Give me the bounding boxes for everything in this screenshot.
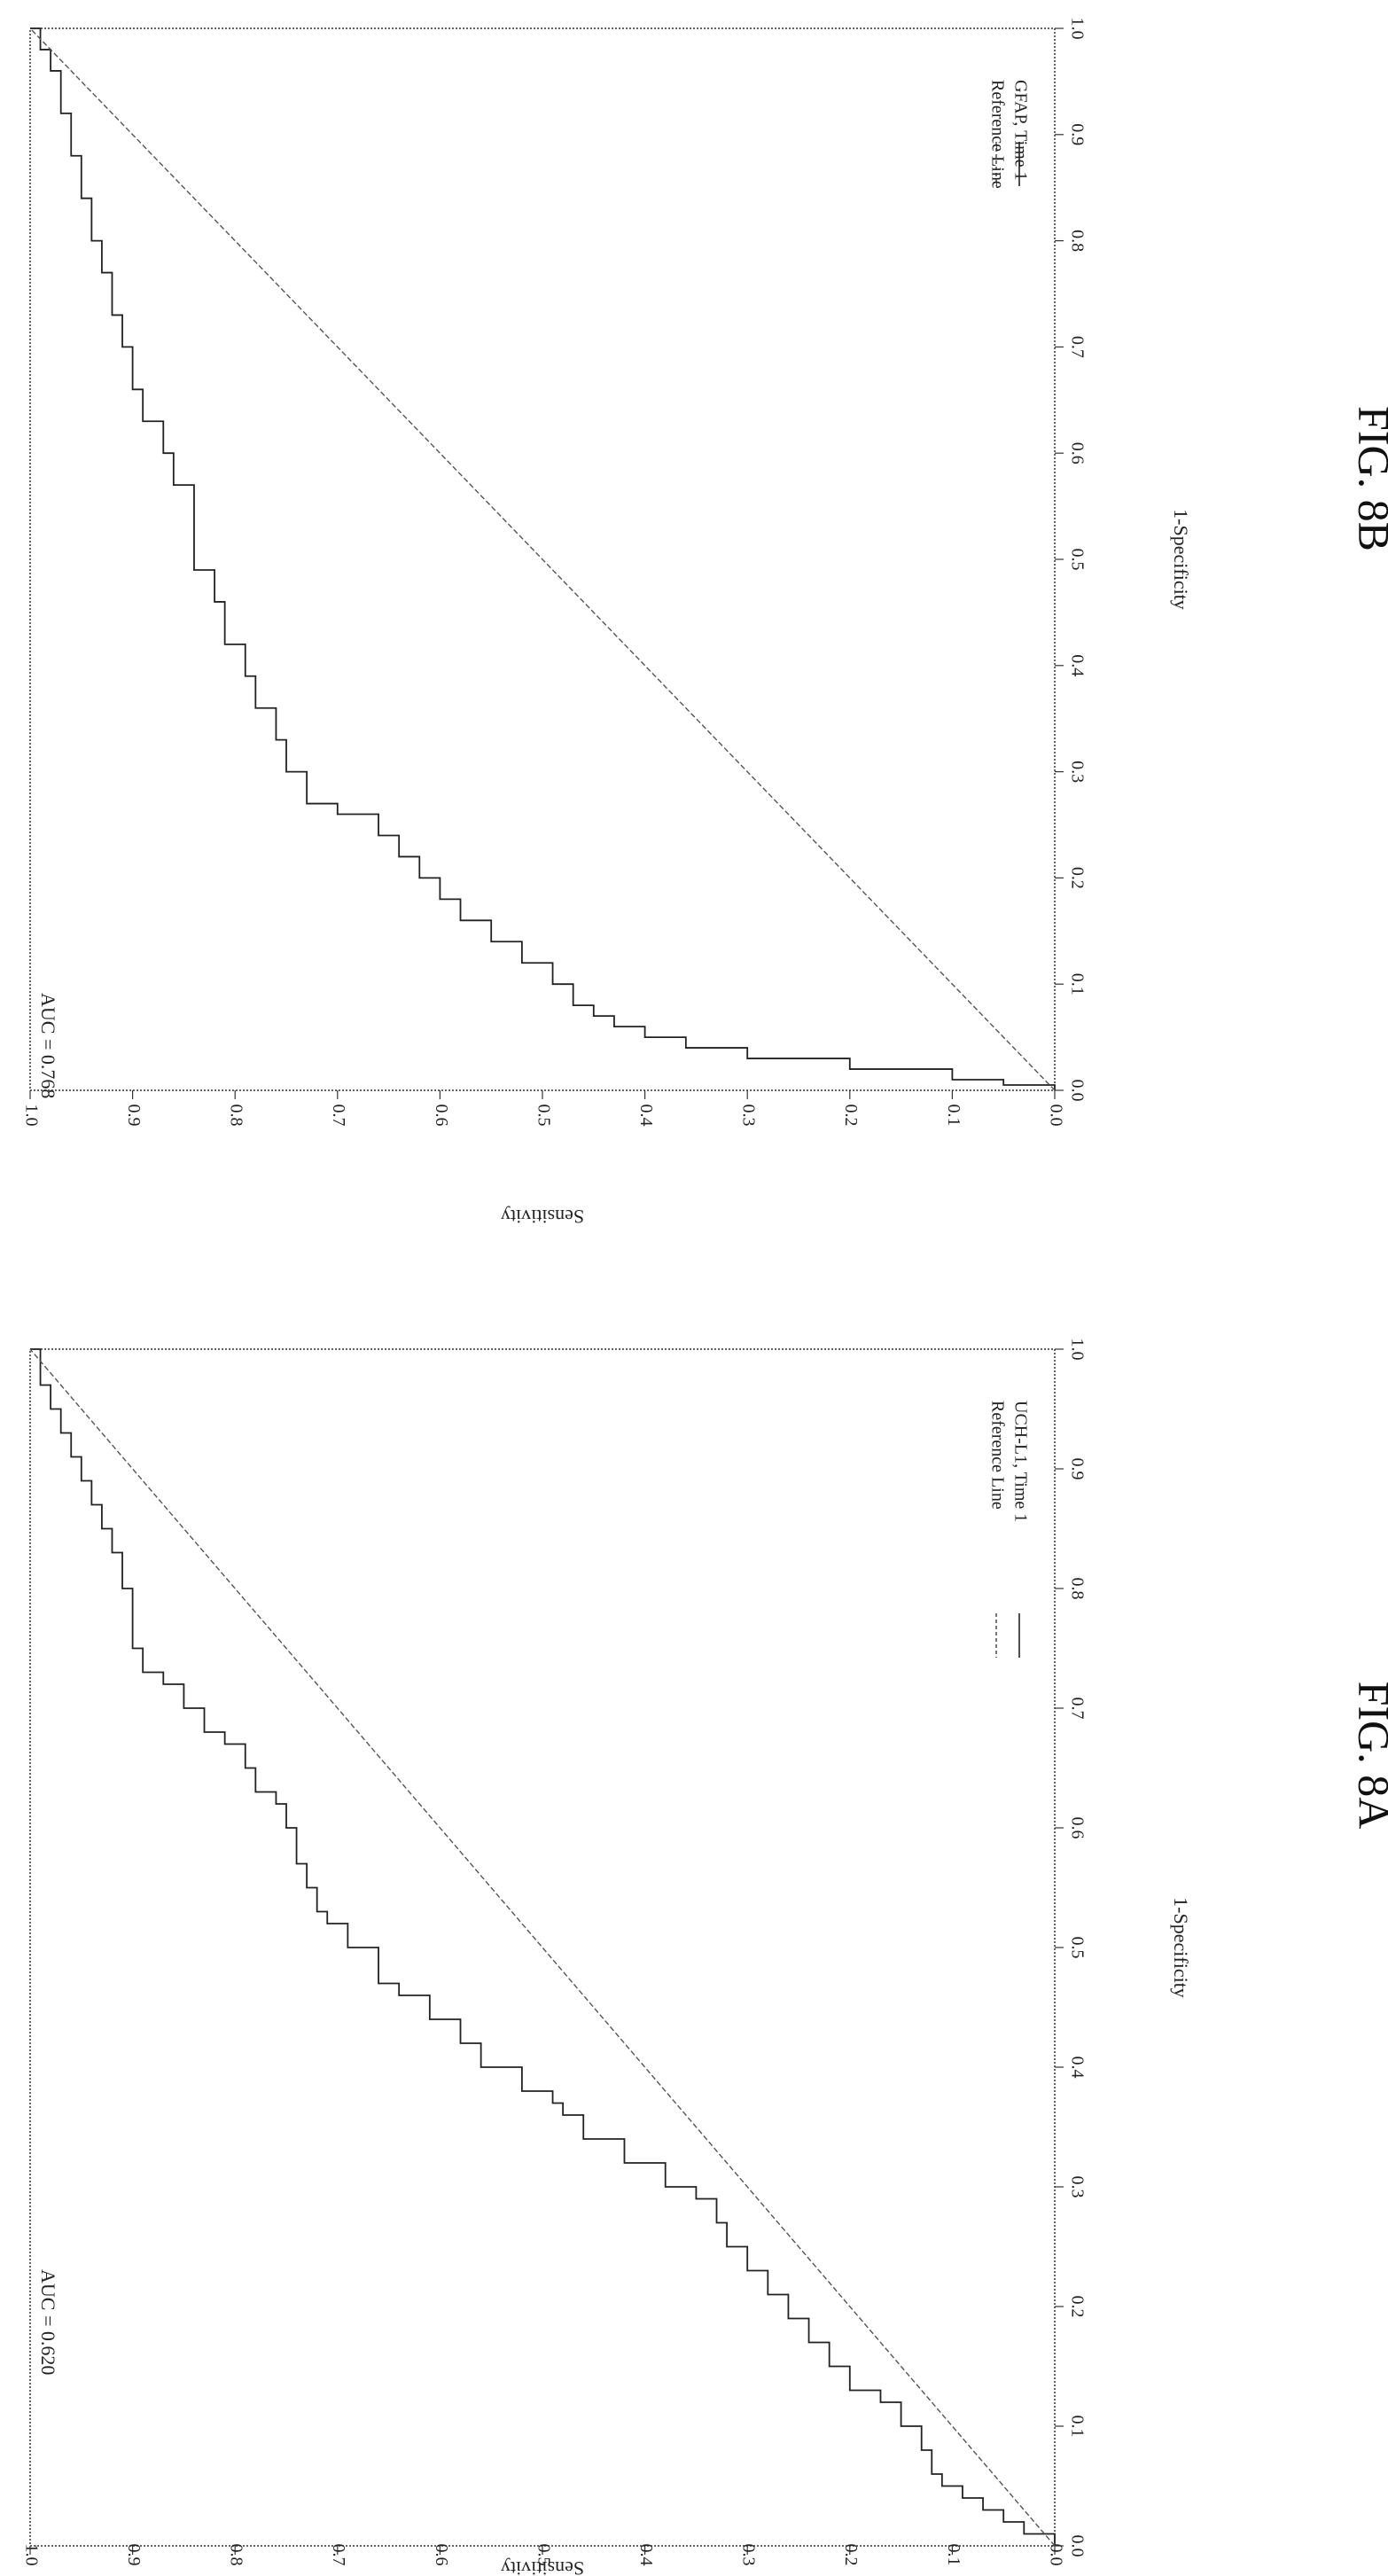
legend-label: UCH-L1, Time 1	[1010, 1401, 1030, 1522]
x-tick-label: 0.0	[1067, 1080, 1087, 1102]
x-tick-label: 0.1	[1067, 2416, 1087, 2438]
y-tick-label: 1.0	[21, 1105, 41, 1127]
x-axis-label: 1-Specificity	[1170, 509, 1192, 610]
y-tick-label: 0.9	[124, 2544, 144, 2566]
x-tick-label: 0.4	[1067, 654, 1087, 676]
x-tick-label: 0.6	[1067, 442, 1087, 464]
reference-line-series	[29, 1348, 1056, 2547]
x-tick-label: 0.2	[1067, 2296, 1087, 2318]
auc-annotation: AUC = 0.620	[37, 2269, 59, 2375]
legend-label: GFAP, Time 1	[1010, 80, 1030, 181]
y-tick-label: 1.0	[21, 2544, 41, 2566]
y-tick-label: 0.5	[534, 1105, 553, 1127]
y-tick-label: 0.2	[841, 1105, 861, 1127]
y-tick-label: 0.9	[124, 1105, 144, 1127]
x-tick-label: 0.6	[1067, 1817, 1087, 1839]
x-tick-label: 0.1	[1067, 973, 1087, 995]
chart-fig-8b: 0.0 0.1 0.2 0.3 0.4 0.5 0.6 0.7 0.8 0.9 1.0 0.0 0.1 0…	[21, 18, 1388, 1228]
x-tick-label: 0.8	[1067, 1578, 1087, 1600]
y-axis-label: Sensitivity	[501, 1206, 584, 1228]
y-tick-label: 0.6	[432, 2544, 451, 2566]
y-tick-label: 0.8	[227, 1105, 246, 1127]
x-tick-label: 1.0	[1067, 18, 1087, 40]
y-tick-label: 0.8	[227, 2544, 246, 2566]
figure-caption: FIG. 8A	[1350, 1682, 1388, 1830]
x-tick-label: 0.5	[1067, 549, 1087, 571]
y-tick-label: 0.1	[944, 1105, 963, 1127]
roc-curve-series	[30, 1348, 1056, 2546]
x-tick-label: 0.3	[1067, 2176, 1087, 2198]
y-tick-label: 0.5	[534, 2544, 553, 2566]
legend-label: Reference Line	[987, 1401, 1007, 1510]
x-tick-label: 0.9	[1067, 1458, 1087, 1480]
chart-fig-8a: 0.0 0.1 0.2 0.3 0.4 0.5 0.6 0.7 0.8 0.9 1.0 0.0 0.1 0…	[21, 1339, 1388, 2576]
y-tick-label: 0.1	[944, 2544, 963, 2566]
y-tick-label: 0.4	[636, 1105, 656, 1127]
y-tick-label: 0.7	[329, 1105, 348, 1127]
y-tick-label: 0.6	[432, 1105, 451, 1127]
x-tick-label: 1.0	[1067, 1339, 1087, 1361]
x-tick-label: 0.7	[1067, 336, 1087, 358]
legend-label: Reference Line	[987, 80, 1007, 189]
y-tick-label: 0.2	[841, 2544, 861, 2566]
x-tick-label: 0.7	[1067, 1698, 1087, 1720]
y-tick-label: 0.7	[329, 2544, 348, 2566]
x-tick-label: 0.4	[1067, 2057, 1087, 2079]
y-tick-label: 0.4	[636, 2544, 656, 2566]
x-tick-label: 0.5	[1067, 1937, 1087, 1959]
x-tick-label: 0.8	[1067, 230, 1087, 252]
auc-annotation: AUC = 0.768	[37, 993, 59, 1098]
y-tick-label: 0.3	[739, 1105, 759, 1127]
x-tick-label: 0.9	[1067, 123, 1087, 145]
y-axis-label: Sensitivity	[501, 2557, 584, 2576]
x-tick-label: 0.0	[1067, 2535, 1087, 2557]
y-tick-label: 0.0	[1046, 1105, 1065, 1127]
x-tick-label: 0.2	[1067, 867, 1087, 889]
x-tick-label: 0.3	[1067, 761, 1087, 783]
reference-line-series	[29, 27, 1056, 1091]
y-tick-label: 0.0	[1046, 2544, 1065, 2566]
figure-caption: FIG. 8B	[1350, 406, 1388, 551]
roc-curve-series	[30, 27, 1056, 1090]
y-tick-label: 0.3	[739, 2544, 759, 2566]
x-axis-label: 1-Specificity	[1170, 1897, 1192, 1998]
